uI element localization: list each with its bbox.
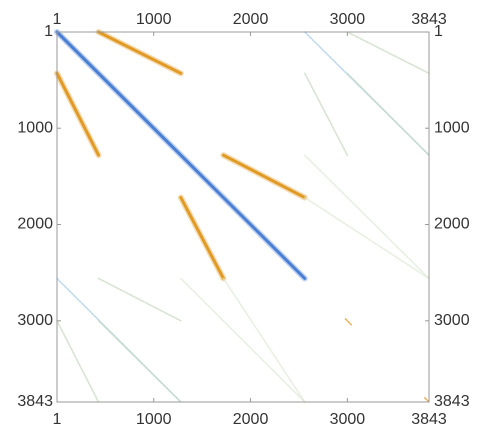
y-tick-label-left-0: 1 — [44, 23, 53, 40]
y-tick-label-right-1: 1000 — [434, 119, 470, 136]
band-6 — [346, 31, 430, 75]
band-14 — [97, 320, 182, 403]
band-8 — [346, 72, 430, 156]
band-1 — [97, 30, 183, 75]
band-4 — [179, 196, 225, 280]
band-12 — [56, 320, 100, 403]
band-9 — [303, 154, 430, 280]
y-tick-label-left-2: 2000 — [17, 216, 53, 233]
x-tick-label-top-1: 1000 — [136, 11, 172, 28]
band-7 — [303, 72, 349, 156]
x-tick-label-top-3: 3000 — [330, 11, 366, 28]
band-10 — [303, 196, 430, 280]
band-18 — [424, 397, 430, 403]
y-tick-label-left-3: 3000 — [17, 312, 53, 329]
band-17 — [344, 318, 353, 326]
band-layer — [54, 29, 430, 403]
x-tick-label-bottom-2: 2000 — [233, 411, 269, 428]
band-3 — [221, 153, 307, 200]
x-tick-label-bottom-4: 3843 — [411, 411, 447, 428]
band-16 — [222, 277, 306, 403]
y-tick-label-left-4: 3843 — [17, 393, 53, 410]
y-tick-label-left-1: 1000 — [17, 119, 53, 136]
y-tick-label-right-0: 1 — [434, 23, 443, 40]
y-tick-label-right-2: 2000 — [434, 216, 470, 233]
x-tick-label-bottom-1: 1000 — [136, 411, 172, 428]
x-tick-label-bottom-0: 1 — [53, 411, 62, 428]
x-tick-label-top-2: 2000 — [233, 11, 269, 28]
band-15 — [180, 277, 306, 403]
y-tick-label-right-4: 3843 — [434, 393, 470, 410]
x-tick-label-top-4: 3843 — [411, 11, 447, 28]
band-0 — [55, 30, 307, 280]
band-13 — [97, 277, 182, 322]
y-tick-label-right-3: 3000 — [434, 312, 470, 329]
x-tick-label-bottom-3: 3000 — [330, 411, 366, 428]
x-tick-label-top-0: 1 — [53, 11, 62, 28]
plot-frame — [56, 31, 430, 403]
band-2 — [55, 71, 101, 157]
